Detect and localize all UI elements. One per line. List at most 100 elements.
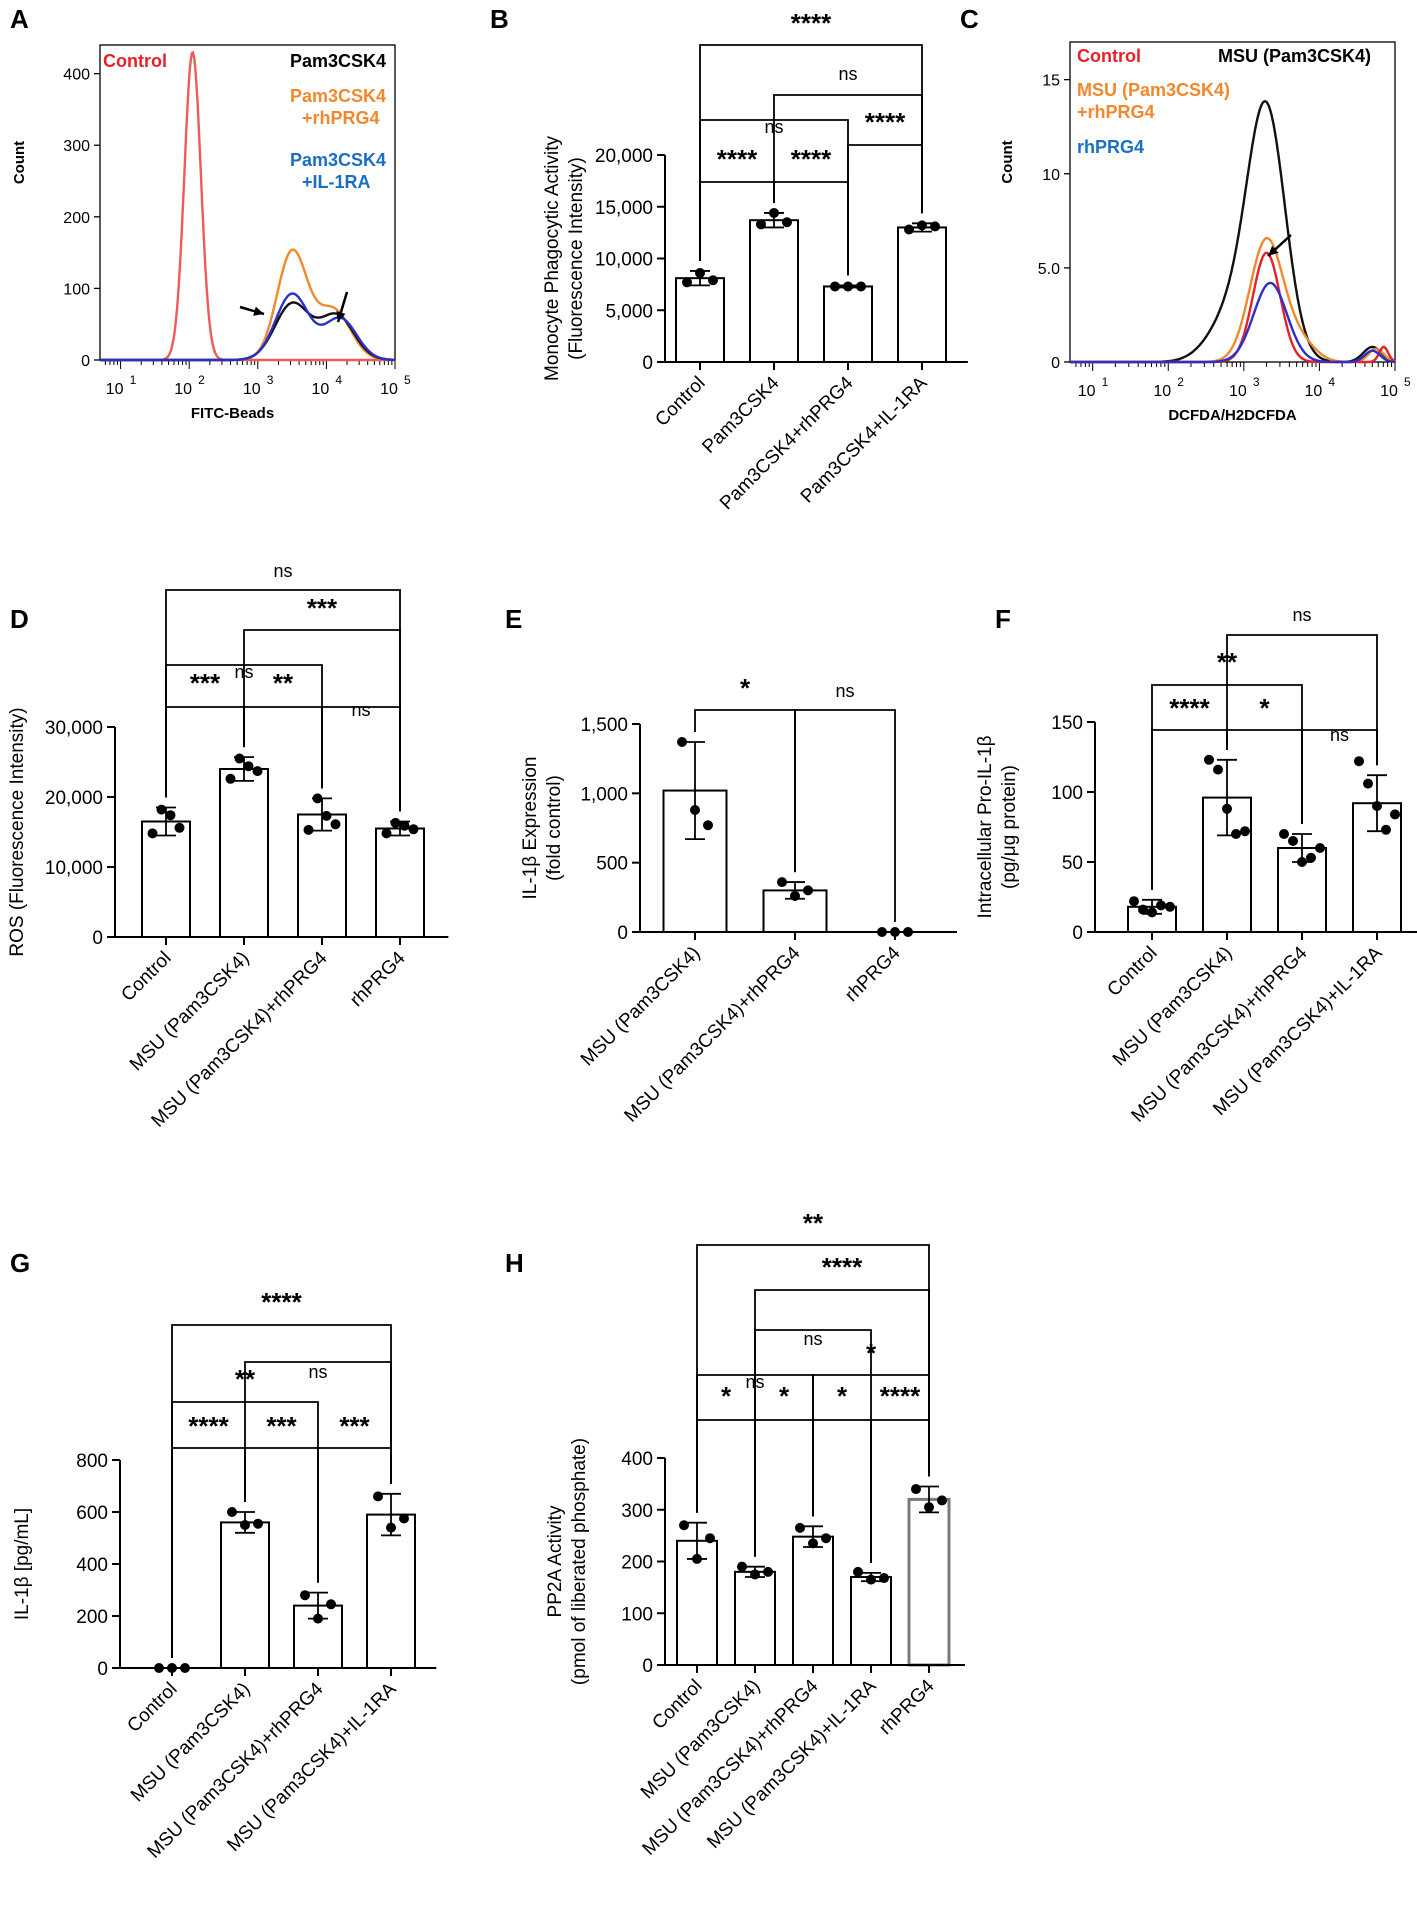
data-point xyxy=(695,267,705,278)
significance-label: **** xyxy=(791,144,832,174)
significance-label: ns xyxy=(1292,605,1311,625)
significance-bracket xyxy=(699,44,923,261)
significance-label: * xyxy=(721,1381,732,1411)
y-axis-label: ROS (Fluorescence Intensity) xyxy=(7,707,28,956)
significance-label: * xyxy=(1259,693,1270,723)
x-tick-exponent: 3 xyxy=(267,373,274,387)
legend-entry: Pam3CSK4 xyxy=(290,86,386,106)
significance-bracket xyxy=(1226,634,1378,766)
x-tick-exponent: 2 xyxy=(1177,375,1184,389)
data-point xyxy=(790,890,800,901)
data-point xyxy=(1381,824,1391,835)
y-tick-label: 0 xyxy=(97,1659,108,1680)
data-point xyxy=(703,820,713,831)
data-point xyxy=(866,1574,876,1585)
data-point xyxy=(227,1507,237,1517)
x-tick-label: MSU (Pam3CSK4) xyxy=(127,1679,255,1807)
y-tick-label: 200 xyxy=(621,1553,653,1574)
data-point xyxy=(408,824,419,835)
bar xyxy=(375,827,425,938)
x-tick-label: rhPRG4 xyxy=(841,942,905,1006)
x-tick-exponent: 4 xyxy=(1328,375,1335,389)
y-tick-label: 30,000 xyxy=(45,718,103,739)
legend-entry: Control xyxy=(1077,46,1141,66)
y-axis-label: IL-1β Expression xyxy=(520,757,541,900)
data-point xyxy=(911,1484,921,1495)
data-point xyxy=(1279,829,1289,839)
y-tick-label: 150 xyxy=(1051,713,1083,734)
data-point xyxy=(782,217,792,228)
y-tick-label: 5,000 xyxy=(605,301,653,322)
data-point xyxy=(756,219,766,230)
significance-label: * xyxy=(740,673,751,703)
significance-label: * xyxy=(837,1381,848,1411)
data-point xyxy=(856,281,866,292)
y-tick-label: 400 xyxy=(76,1555,108,1576)
x-tick-exponent: 4 xyxy=(335,373,342,387)
data-point xyxy=(904,224,914,235)
y-axis-label-2: (Fluorescence Intensity) xyxy=(566,157,587,360)
x-tick-label: Control xyxy=(1103,943,1161,1001)
bar xyxy=(366,1513,416,1669)
data-point xyxy=(399,1513,409,1524)
arrow-head xyxy=(1268,245,1279,256)
data-point xyxy=(930,221,940,232)
x-tick-label: 10 xyxy=(243,381,261,398)
data-point xyxy=(313,1613,323,1624)
legend-entry: MSU (Pam3CSK4) xyxy=(1077,80,1230,100)
data-point xyxy=(677,737,687,748)
panel-letter-D: D xyxy=(10,604,29,634)
data-point xyxy=(808,1538,818,1549)
bar xyxy=(220,1521,270,1670)
y-tick-label: 200 xyxy=(63,210,90,227)
significance-bracket xyxy=(794,709,896,922)
arrow-head xyxy=(253,306,264,316)
y-tick-label: 400 xyxy=(621,1449,653,1470)
panel-D: 0 10,000 20,000 30,000 ROS (Fluorescence Int… xyxy=(7,561,449,1132)
data-point xyxy=(769,207,779,218)
panel-letter-C: C xyxy=(960,4,979,34)
panel-letter-A: A xyxy=(10,4,29,34)
data-point xyxy=(1306,852,1316,863)
x-tick-exponent: 1 xyxy=(130,373,137,387)
data-point xyxy=(692,1553,702,1564)
y-axis-label: Count xyxy=(999,140,1016,183)
data-point xyxy=(399,820,410,831)
data-point xyxy=(821,1533,831,1544)
x-tick-label: 10 xyxy=(1078,383,1096,400)
data-point xyxy=(373,1491,383,1502)
bar xyxy=(897,226,947,363)
y-tick-label: 300 xyxy=(63,138,90,155)
significance-bracket xyxy=(321,706,401,812)
y-tick-label: 0 xyxy=(81,353,90,370)
data-point xyxy=(1156,900,1166,911)
data-point xyxy=(386,1522,396,1533)
x-tick-exponent: 2 xyxy=(198,373,205,387)
bar xyxy=(141,820,191,938)
significance-label: **** xyxy=(880,1381,921,1411)
y-tick-label: 400 xyxy=(63,67,90,84)
significance-label: **** xyxy=(865,107,906,137)
x-tick-label: 10 xyxy=(1380,383,1398,400)
data-point xyxy=(303,824,314,835)
data-point xyxy=(853,1566,863,1577)
x-tick-label: rhPRG4 xyxy=(875,1675,939,1739)
bar xyxy=(219,768,269,938)
y-tick-label: 0 xyxy=(1072,923,1083,944)
significance-label: ns xyxy=(351,700,370,720)
data-point xyxy=(1354,756,1364,767)
y-axis-label: Count xyxy=(11,141,28,184)
x-tick-exponent: 1 xyxy=(1102,375,1109,389)
data-point xyxy=(234,753,245,764)
y-axis-label-2: (pmol of liberated phosphate) xyxy=(569,1438,590,1685)
data-point xyxy=(937,1495,947,1506)
x-tick-label: 10 xyxy=(380,381,398,398)
y-tick-label: 300 xyxy=(621,1501,653,1522)
data-point xyxy=(1288,836,1298,846)
data-point xyxy=(381,828,392,839)
y-axis-label: Intracellular Pro-IL-1β xyxy=(975,735,996,918)
data-point xyxy=(225,773,236,784)
y-tick-label: 0 xyxy=(642,1656,653,1677)
y-tick-label: 800 xyxy=(76,1451,108,1472)
